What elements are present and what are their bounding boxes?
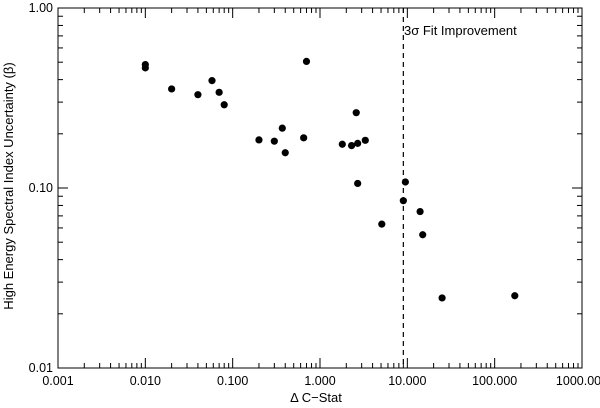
y-axis-title: High Energy Spectral Index Uncertainty (… [1,62,16,309]
data-point [352,109,360,117]
x-tick-label: 0.010 [130,374,161,388]
threshold-label: 3σ Fit Improvement [404,23,517,38]
x-tick-label: 0.001 [42,374,73,388]
data-point [361,136,369,144]
data-point [141,64,149,72]
axes [57,7,583,369]
x-tick-label: 10.000 [388,374,426,388]
x-axis-title: Δ C−Stat [290,390,342,405]
data-point [378,220,386,228]
data-point [208,77,216,85]
data-point [419,231,427,239]
data-point [215,88,223,96]
x-tick-label: 0.100 [217,374,248,388]
data-point [278,124,286,132]
data-point [399,197,407,205]
data-point [281,149,289,157]
x-tick-label: 1.000 [304,374,335,388]
data-point [168,85,176,93]
x-tick-label: 100.000 [472,374,517,388]
data-point [416,207,424,216]
data-point [401,178,409,186]
data-point [338,140,346,148]
y-tick-label: 1.00 [29,1,53,15]
tick-labels: 0.001 0.010 0.100 1.000 10.000 100.000 1000.00… [29,1,600,388]
data-point [300,134,308,142]
data-point [354,139,362,147]
x-tick-label: 1000.000 [556,374,600,388]
data-point [511,292,519,300]
data-point [347,142,356,150]
y-tick-label: 0.10 [29,181,53,195]
data-point [354,179,362,188]
data-point [302,57,311,66]
data-point [270,137,278,145]
y-tick-label: 0.01 [29,361,53,375]
axis-ticks [57,7,583,369]
data-point [194,91,202,99]
data-points [141,57,519,302]
plot-frame [57,7,583,369]
data-point [220,101,228,109]
data-point [438,294,446,302]
data-point [255,136,263,144]
